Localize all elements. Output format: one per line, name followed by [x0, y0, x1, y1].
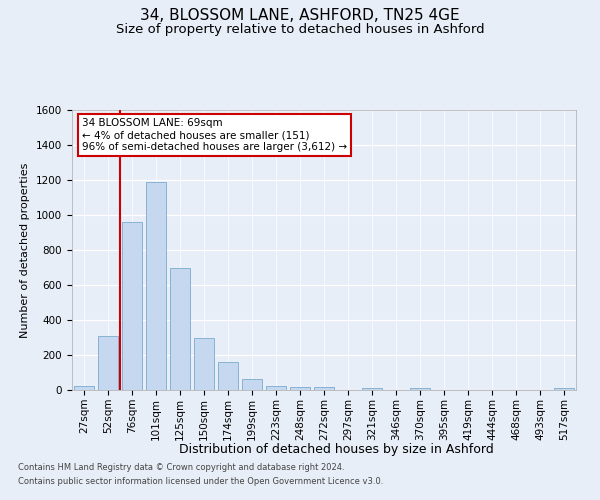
Bar [170, 268, 190, 390]
Bar [242, 378, 262, 390]
Text: Contains HM Land Registry data © Crown copyright and database right 2024.: Contains HM Land Registry data © Crown c… [18, 464, 344, 472]
Text: Contains public sector information licensed under the Open Government Licence v3: Contains public sector information licen… [18, 477, 383, 486]
Bar [314, 386, 334, 390]
Text: 34 BLOSSOM LANE: 69sqm
← 4% of detached houses are smaller (151)
96% of semi-det: 34 BLOSSOM LANE: 69sqm ← 4% of detached … [82, 118, 347, 152]
Bar [554, 388, 574, 390]
Bar [122, 222, 142, 390]
Bar [194, 338, 214, 390]
Bar [266, 386, 286, 390]
Bar [146, 182, 166, 390]
Bar [74, 386, 94, 390]
Bar [362, 388, 382, 390]
Bar [290, 386, 310, 390]
Y-axis label: Number of detached properties: Number of detached properties [20, 162, 31, 338]
Bar [98, 336, 118, 390]
Text: 34, BLOSSOM LANE, ASHFORD, TN25 4GE: 34, BLOSSOM LANE, ASHFORD, TN25 4GE [140, 8, 460, 22]
Text: Distribution of detached houses by size in Ashford: Distribution of detached houses by size … [179, 442, 493, 456]
Bar [218, 362, 238, 390]
Bar [410, 388, 430, 390]
Text: Size of property relative to detached houses in Ashford: Size of property relative to detached ho… [116, 22, 484, 36]
